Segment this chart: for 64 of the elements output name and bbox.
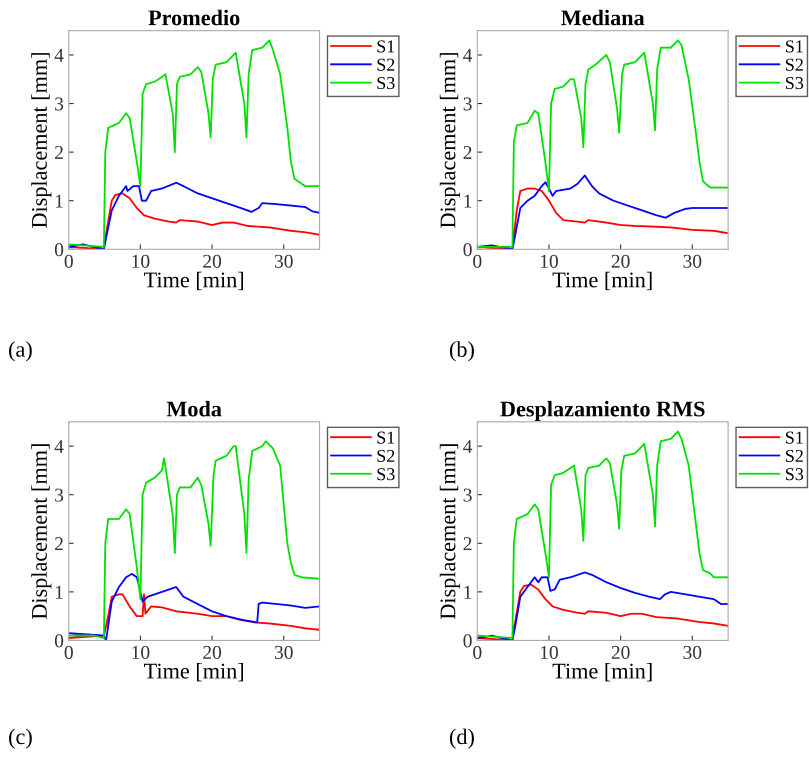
y-tick-label: 1 (56, 194, 63, 208)
legend-label: S3 (786, 76, 804, 90)
chart-title: Promedio (148, 10, 240, 26)
x-tick-label: 10 (540, 254, 558, 268)
x-tick-label: 30 (683, 646, 702, 659)
y-tick-label: 1 (464, 194, 472, 208)
y-tick-label: 3 (464, 488, 472, 502)
x-axis-title: Time [min] (552, 272, 652, 290)
x-axis-title: Time [min] (144, 272, 244, 290)
legend-label: S2 (377, 450, 394, 462)
y-tick-label: 4 (463, 48, 472, 62)
x-tick-label: 10 (132, 254, 150, 268)
y-tick-label: 4 (463, 440, 472, 453)
chart-title: Moda (166, 400, 222, 417)
y-tick-label: 3 (55, 488, 64, 502)
x-tick-label: 20 (612, 254, 630, 268)
x-tick-label: 30 (683, 254, 702, 268)
text: (b) (450, 341, 474, 362)
x-tick-label: 10 (540, 646, 558, 659)
x-tick-label: 20 (203, 254, 222, 268)
text: (a) (9, 341, 32, 362)
y-tick-label: 0 (54, 634, 64, 648)
y-tick-label: 2 (464, 146, 472, 159)
y-tick-label: 2 (55, 146, 63, 159)
chart-title: Desplazamiento RMS (500, 400, 705, 422)
y-tick-label: 0 (463, 243, 472, 256)
x-tick-label: 0 (473, 646, 482, 659)
y-axis-title: Displacement [mm] (31, 53, 52, 228)
y-tick-label: 4 (54, 440, 64, 453)
legend-label: S1 (786, 40, 803, 53)
x-tick-label: 30 (274, 254, 293, 268)
legend-label: S3 (377, 468, 395, 480)
legend-label: S2 (377, 58, 394, 71)
x-axis-title: Time [min] (552, 662, 652, 682)
text: (d) (450, 728, 474, 749)
x-axis-title: Time [min] (144, 662, 244, 682)
legend-label: S3 (786, 468, 804, 480)
y-axis-title: Displacement [mm] (440, 53, 460, 228)
x-tick-label: 10 (132, 646, 150, 659)
x-tick-label: 0 (64, 254, 73, 268)
y-axis-title: Displacement [mm] (440, 444, 460, 620)
text: (c) (9, 728, 32, 749)
x-tick-label: 30 (274, 646, 293, 659)
x-tick-label: 20 (612, 646, 630, 659)
y-tick-label: 3 (464, 97, 472, 110)
chart-title: Mediana (561, 10, 644, 26)
y-tick-label: 0 (463, 634, 472, 648)
y-tick-label: 3 (55, 97, 64, 110)
legend-label: S1 (786, 432, 803, 444)
x-tick-label: 20 (203, 646, 222, 659)
y-tick-label: 2 (464, 537, 472, 550)
x-tick-label: 0 (64, 646, 73, 659)
y-tick-label: 4 (54, 48, 64, 62)
y-tick-label: 2 (55, 537, 63, 550)
y-axis-title: Displacement [mm] (31, 444, 52, 620)
x-tick-label: 0 (473, 254, 482, 268)
legend-label: S1 (377, 40, 394, 53)
y-tick-label: 1 (464, 586, 472, 599)
legend-label: S2 (786, 450, 803, 462)
y-tick-label: 0 (54, 243, 64, 256)
legend-label: S1 (377, 432, 394, 444)
y-tick-label: 1 (56, 586, 63, 599)
legend-label: S2 (786, 58, 803, 71)
legend-label: S3 (377, 76, 395, 90)
